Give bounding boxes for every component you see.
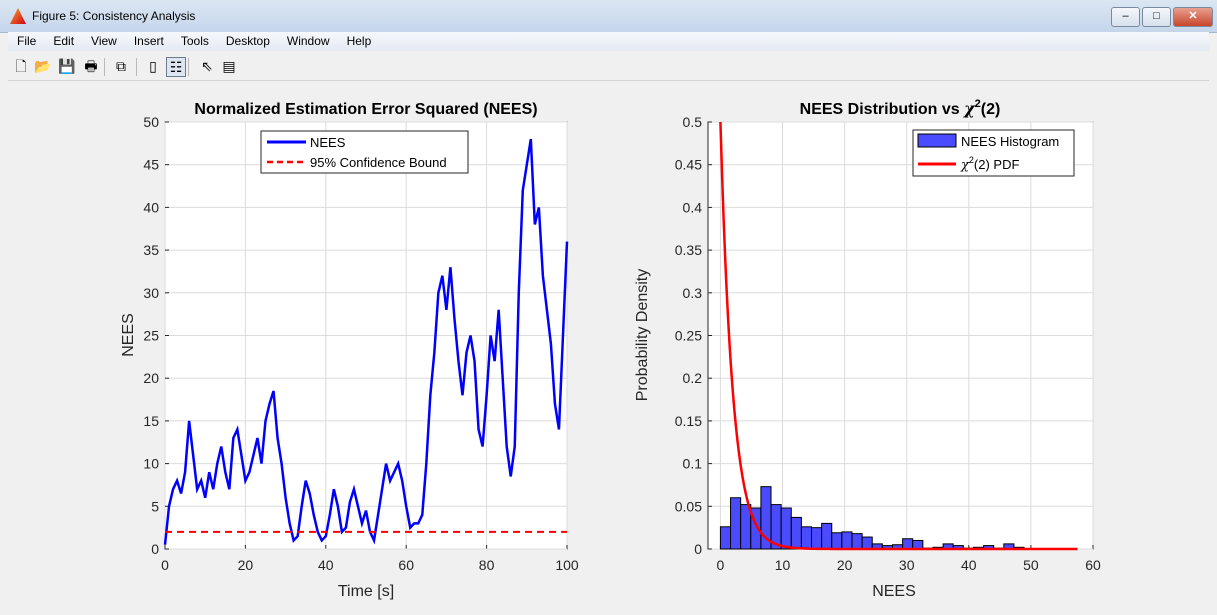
legend-nees-label: NEES: [310, 135, 346, 150]
menu-bar: File Edit View Insert Tools Desktop Window Help: [8, 32, 1209, 51]
save-icon[interactable]: 💾: [58, 58, 76, 74]
nees-ylabel: NEES: [120, 313, 137, 357]
menu-insert[interactable]: Insert: [133, 34, 164, 48]
histogram-bar: [841, 531, 853, 550]
colorbar-icon[interactable]: ▯: [149, 58, 157, 74]
histogram-bar: [831, 532, 843, 550]
y-tick-label: 20: [143, 370, 159, 386]
y-tick-label: 10: [143, 456, 159, 472]
link-plot-icon[interactable]: ⧉: [116, 58, 126, 74]
histogram-bar: [719, 526, 732, 550]
x-tick-label: 40: [318, 557, 334, 573]
hist-title: NEES Distribution vs χ2(2): [800, 98, 1001, 118]
y-tick-label: 0.15: [675, 413, 702, 429]
histogram-bar: [780, 507, 792, 550]
x-tick-label: 100: [555, 557, 579, 573]
nees-xlabel: Time [s]: [338, 583, 394, 600]
legend-hist-label: NEES Histogram: [961, 134, 1059, 149]
matlab-logo-icon: [10, 8, 26, 24]
new-figure-icon[interactable]: 🗋: [15, 58, 27, 74]
chi2-pdf-line: [719, 121, 1078, 551]
histogram-bar: [902, 538, 914, 550]
hist-ylabel: Probability Density: [634, 269, 651, 402]
y-tick-label: 0.45: [675, 157, 702, 173]
title-bar: Figure 5: Consistency Analysis – □ ✕: [0, 0, 1217, 33]
toolbar: 🗋 📂 💾 🖶 ⧉ ▯ ☷ ⇖ ▤: [8, 53, 1209, 81]
x-tick-label: 60: [398, 557, 414, 573]
menu-edit[interactable]: Edit: [53, 34, 75, 48]
x-tick-label: 10: [775, 557, 791, 573]
y-tick-label: 0.4: [683, 199, 703, 215]
histogram-bar: [861, 536, 873, 550]
y-tick-label: 0.5: [683, 114, 703, 130]
y-tick-label: 0.2: [683, 370, 703, 386]
x-tick-label: 80: [479, 557, 495, 573]
y-tick-label: 50: [143, 114, 159, 130]
x-tick-label: 60: [1085, 557, 1101, 573]
histogram-bar: [821, 522, 833, 550]
x-tick-label: 30: [899, 557, 915, 573]
y-tick-label: 0.05: [675, 498, 702, 514]
toolbar-separator: [136, 58, 137, 76]
close-button[interactable]: ✕: [1173, 7, 1213, 27]
y-tick-label: 0: [694, 541, 702, 557]
y-tick-label: 25: [143, 328, 159, 344]
print-icon[interactable]: 🖶: [84, 58, 98, 74]
menu-file[interactable]: File: [17, 34, 37, 48]
histogram-bar: [851, 533, 863, 550]
window-title: Figure 5: Consistency Analysis: [32, 9, 196, 23]
y-tick-label: 5: [151, 498, 159, 514]
maximize-button[interactable]: □: [1142, 7, 1171, 27]
minimize-button[interactable]: –: [1111, 7, 1140, 27]
nees-title: Normalized Estimation Error Squared (NEE…: [194, 101, 537, 118]
toolbar-separator: [188, 58, 189, 76]
figure-svg: 0 20 40 60 80 100 0 5 10 15 20 25 30 35 40 45 50 0 10 20 30 4…: [120, 98, 1101, 600]
legend-icon[interactable]: ☷: [166, 57, 186, 77]
x-tick-label: 50: [1023, 557, 1039, 573]
y-tick-label: 40: [143, 199, 159, 215]
y-tick-label: 0.35: [675, 242, 702, 258]
menu-tools[interactable]: Tools: [180, 34, 209, 48]
histogram-bar: [800, 526, 813, 550]
menu-window[interactable]: Window: [286, 34, 330, 48]
legend-pdf-label: χ2(2) PDF: [960, 155, 1019, 173]
x-tick-label: 20: [238, 557, 254, 573]
open-file-icon[interactable]: 📂: [34, 58, 52, 74]
nees-line: [163, 138, 569, 545]
y-tick-label: 15: [143, 413, 159, 429]
x-tick-label: 40: [961, 557, 977, 573]
property-editor-icon[interactable]: ▤: [222, 58, 236, 74]
menu-desktop[interactable]: Desktop: [225, 34, 270, 48]
y-tick-label: 0.3: [683, 285, 703, 301]
legend-hist-swatch: [917, 133, 957, 148]
y-tick-label: 0.25: [675, 328, 702, 344]
histogram-bar: [912, 539, 924, 550]
histogram-bar: [811, 527, 823, 550]
y-tick-label: 45: [143, 157, 159, 173]
hist-xlabel: NEES: [872, 583, 916, 600]
hist-legend[interactable]: NEES Histogram χ2(2) PDF: [912, 129, 1075, 177]
x-tick-label: 0: [717, 557, 725, 573]
y-tick-label: 30: [143, 285, 159, 301]
histogram-bar: [790, 516, 802, 550]
y-tick-label: 0.1: [683, 456, 703, 472]
histogram-bar: [730, 497, 742, 550]
pointer-icon[interactable]: ⇖: [201, 58, 213, 74]
y-tick-label: 35: [143, 242, 159, 258]
legend-bound-label: 95% Confidence Bound: [310, 155, 447, 170]
x-tick-label: 0: [161, 557, 169, 573]
toolbar-separator: [104, 58, 105, 76]
menu-help[interactable]: Help: [346, 34, 372, 48]
figure-canvas: 0 20 40 60 80 100 0 5 10 15 20 25 30 35 40 45 50 0 10 20 30 4…: [8, 82, 1209, 609]
nees-legend[interactable]: NEES 95% Confidence Bound: [260, 130, 469, 174]
y-tick-label: 0: [151, 541, 159, 557]
x-tick-label: 20: [837, 557, 853, 573]
menu-view[interactable]: View: [91, 34, 117, 48]
